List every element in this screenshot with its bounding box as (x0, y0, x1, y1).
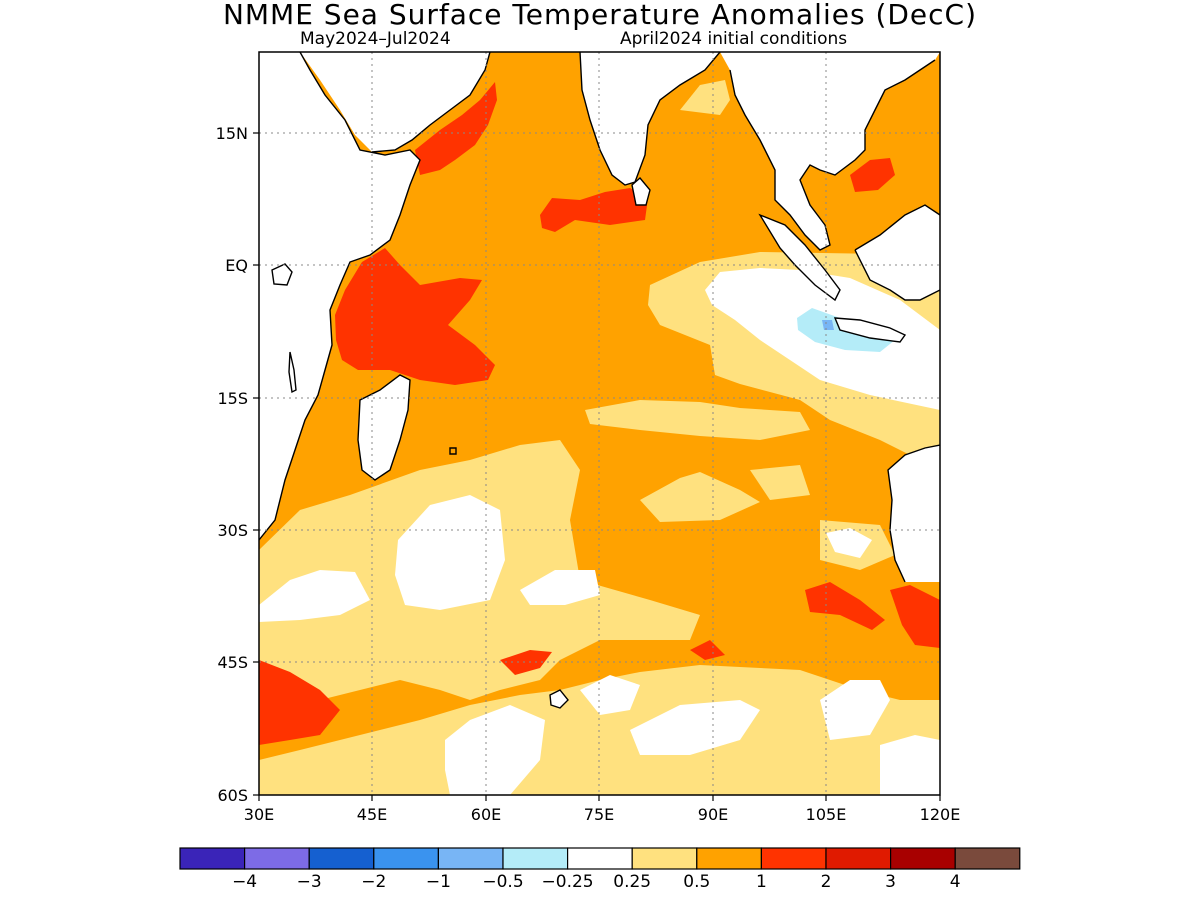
anomaly-strong-south-east (805, 582, 885, 630)
land-madagascar (358, 375, 410, 480)
anomaly-strong-se-corner (890, 585, 940, 648)
colorbar-swatch (244, 847, 310, 870)
coastline-srilanka (631, 177, 651, 206)
coastline-australia (887, 444, 940, 583)
anomaly-strong-srilanka (540, 188, 648, 232)
lon-label-45e: 45E (357, 805, 387, 824)
colorbar-label: −0.25 (542, 872, 594, 892)
anomaly-neutral-small-1 (520, 570, 600, 605)
colorbar-swatch (502, 847, 569, 870)
land-asia (720, 52, 940, 250)
coastlines (259, 52, 940, 709)
colorbar-swatch (566, 847, 633, 870)
colorbar-label: 4 (950, 872, 961, 892)
anomaly-neutral-south-1 (445, 705, 545, 795)
colorbar-label: −2 (361, 872, 386, 892)
anomaly-strong-somalia (335, 248, 495, 385)
land-india (580, 52, 720, 185)
anomaly-neutral-south-3 (630, 700, 760, 755)
anomaly-strong-arabian (415, 82, 497, 175)
lat-tick-labels: 15N EQ 15S 30S 45S 60S (216, 124, 248, 805)
lon-tick-labels: 30E 45E 60E 75E 90E 105E 120E (244, 805, 961, 824)
anomaly-weak-east-mid (640, 472, 760, 522)
axis-ticks (253, 132, 941, 801)
colorbar-swatch (179, 847, 246, 870)
lat-label-45s: 45S (217, 653, 248, 672)
coastline-lake-victoria (271, 263, 293, 286)
anomaly-strong-mid-south (500, 650, 552, 675)
anomaly-neutral-sw (395, 495, 505, 610)
anomaly-strong-sw (259, 660, 340, 745)
colorbar-swatch (825, 847, 892, 870)
colorbar-label: 3 (885, 872, 896, 892)
colorbar-label: −4 (232, 872, 257, 892)
lon-label-30e: 30E (244, 805, 274, 824)
lon-label-120e: 120E (920, 805, 961, 824)
colorbar-swatch (437, 847, 504, 870)
coastline-madagascar (357, 374, 411, 481)
colorbar-label: −1 (426, 872, 451, 892)
lon-label-75e: 75E (584, 805, 614, 824)
colorbar (179, 847, 1021, 870)
anomaly-neutral-small-2 (826, 528, 872, 558)
anomaly-strong-mid-south-2 (690, 640, 725, 660)
lat-label-15n: 15N (216, 124, 248, 143)
colorbar-swatch (954, 847, 1021, 870)
colorbar-swatch (696, 847, 762, 870)
colorbar-label: 0.5 (683, 872, 710, 892)
colorbar-swatch (308, 847, 375, 870)
lon-label-90e: 90E (698, 805, 728, 824)
anomaly-strong-seasia (850, 158, 895, 192)
lat-label-eq: EQ (225, 256, 248, 275)
colorbar-label: −3 (297, 872, 322, 892)
anomaly-neutral-south-4 (820, 680, 890, 740)
initial-conditions: April2024 initial conditions (620, 29, 848, 49)
colorbar-swatch (760, 847, 827, 870)
land-sumatra (760, 215, 840, 300)
anomaly-weak-central (585, 400, 810, 440)
graticule (259, 52, 940, 795)
lon-label-105e: 105E (806, 805, 847, 824)
colorbar-label: 0.25 (613, 872, 651, 892)
map-title: NMME Sea Surface Temperature Anomalies (… (222, 0, 978, 31)
colorbar-swatch (889, 847, 956, 870)
forecast-period: May2024–Jul2024 (300, 29, 451, 49)
lat-label-15s: 15S (217, 389, 248, 408)
land-australia (888, 445, 940, 582)
colorbar-labels: −4 −3 −2 −1 −0.5 −0.25 0.25 0.5 1 2 3 4 (232, 872, 961, 892)
coastline-africa-east (259, 52, 421, 541)
anomaly-cool-m1 (822, 320, 834, 330)
colorbar-label: 1 (756, 872, 767, 892)
anomaly-neutral-left (259, 570, 370, 622)
coastline-arabia (371, 52, 491, 153)
coastline-sumatra (758, 213, 841, 302)
coastline-mauritius (449, 447, 457, 455)
anomaly-weak-india-north (680, 80, 730, 115)
anomaly-neutral-south-5 (880, 735, 940, 795)
colorbar-label: 2 (821, 872, 832, 892)
lon-label-60e: 60E (471, 805, 501, 824)
colorbar-swatch (373, 847, 439, 870)
coastline-java (833, 317, 907, 343)
land-java (835, 318, 905, 342)
coastline-kerguelen (549, 689, 569, 709)
lat-label-30s: 30S (217, 521, 248, 540)
coastline-lake-malawi (288, 351, 297, 394)
colorbar-label: −0.5 (482, 872, 523, 892)
land-borneo (855, 205, 940, 300)
anomaly-weak-east-30s (750, 465, 810, 500)
coastline-asia (729, 59, 936, 251)
land-arabia (300, 52, 490, 152)
lat-label-60s: 60S (217, 786, 248, 805)
land-africa (259, 52, 420, 540)
coastline-borneo (854, 204, 940, 301)
anomaly-neutral-south-2 (580, 675, 640, 715)
colorbar-swatch (631, 847, 698, 870)
